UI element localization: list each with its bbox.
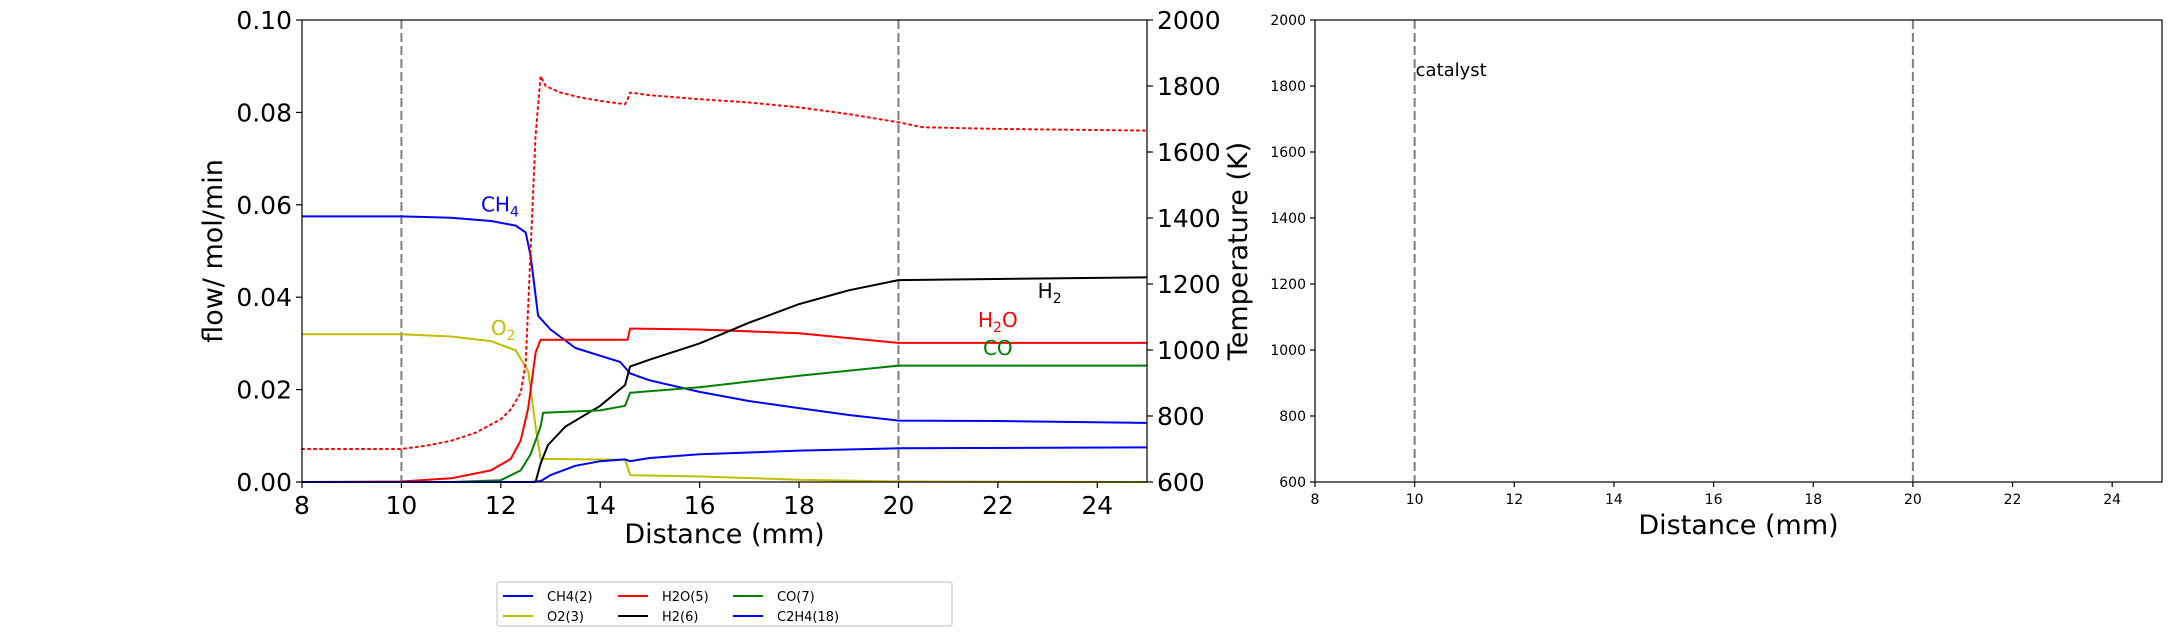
x-tick-label: 10 (386, 491, 418, 520)
series-line-h2o5 (301, 327, 1147, 483)
y-tick-label: 0.00 (236, 468, 292, 497)
x-tick-label: 12 (1505, 492, 1523, 508)
y-tick-label: 0.02 (236, 376, 292, 405)
y2-tick-label: 1600 (1157, 138, 1221, 167)
x-tick-label: 20 (883, 491, 915, 520)
right-catalyst-lines (1413, 20, 1914, 482)
catalyst-annotation: catalyst (1416, 60, 1487, 81)
legend-label: C2H4(18) (777, 610, 839, 625)
left-x-axis-label: Distance (mm) (624, 519, 824, 550)
right-y-ticks: 600 800 1000 1200 1400 1600 1800 2000 (1270, 13, 1315, 491)
x-tick-label: 22 (982, 491, 1014, 520)
right-x-axis-label: Distance (mm) (1638, 510, 1838, 541)
x-tick-label: 24 (1081, 491, 1113, 520)
y-tick-label: 600 (1279, 475, 1306, 491)
y-tick-label: 0.06 (236, 191, 292, 220)
legend-label: CO(7) (777, 590, 815, 605)
y-tick-label: 1800 (1270, 79, 1306, 95)
left-y-ticks: 0.00 0.02 0.04 0.06 0.08 0.10 (236, 6, 302, 497)
y-tick-label: 1400 (1270, 211, 1306, 227)
y-tick-label: 0.04 (236, 283, 292, 312)
species-annotation: O2 (491, 316, 516, 344)
x-tick-label: 22 (2004, 492, 2022, 508)
y-tick-label: 1600 (1270, 145, 1306, 161)
y-tick-label: 0.10 (236, 6, 292, 35)
y-tick-label: 800 (1279, 409, 1306, 425)
left-catalyst-lines (400, 20, 900, 482)
y2-tick-label: 1000 (1157, 336, 1221, 365)
y-tick-label: 1200 (1270, 277, 1306, 293)
legend-label: H2O(5) (662, 590, 709, 605)
series-line-co7 (302, 364, 1147, 483)
species-annotation: CH4 (481, 193, 519, 221)
species-annotation: H2 (1038, 279, 1062, 307)
left-y2-axis-label: Temperature (K) (1223, 142, 1254, 361)
series-line-o23 (302, 333, 1148, 483)
x-tick-label: 16 (1705, 492, 1723, 508)
x-tick-label: 20 (1904, 492, 1922, 508)
y2-tick-label: 600 (1157, 468, 1205, 497)
x-tick-label: 12 (485, 491, 517, 520)
series-line-ch42 (302, 215, 1148, 424)
y2-tick-label: 800 (1157, 402, 1205, 431)
temperature-chart: catalyst 8 10 12 14 16 18 20 22 24 600 800 1000 120… (1270, 13, 2163, 541)
species-annotation: CO (983, 336, 1013, 360)
series-line-h26 (302, 276, 1148, 483)
x-tick-label: 24 (2103, 492, 2121, 508)
left-series-group (301, 75, 1148, 483)
legend-label: O2(3) (547, 610, 584, 625)
right-x-ticks: 8 10 12 14 16 18 20 22 24 (1311, 482, 2121, 508)
species-annotation: H2O (978, 308, 1018, 336)
left-axes-frame (301, 19, 1148, 483)
y-tick-label: 2000 (1270, 13, 1306, 29)
x-tick-label: 14 (584, 491, 616, 520)
legend-items: CH4(2) O2(3) H2O(5) H2(6) CO(7) C2H4(18) (503, 590, 839, 625)
x-tick-label: 8 (294, 491, 310, 520)
x-tick-label: 8 (1311, 492, 1320, 508)
y2-tick-label: 1400 (1157, 204, 1221, 233)
x-tick-label: 14 (1605, 492, 1623, 508)
y2-tick-label: 2000 (1157, 6, 1221, 35)
left-y-axis-label: flow/ mol/min (198, 159, 229, 343)
left-y2-ticks: 600 800 1000 1200 1400 1600 1800 2000 (1147, 6, 1221, 497)
right-axes-frame (1314, 19, 2163, 483)
series-line-c2h418 (302, 446, 1148, 483)
y2-tick-label: 1800 (1157, 72, 1221, 101)
x-tick-label: 16 (684, 491, 716, 520)
x-tick-label: 18 (783, 491, 815, 520)
legend-label: CH4(2) (547, 590, 593, 605)
legend-label: H2(6) (662, 610, 698, 625)
y-tick-label: 0.08 (236, 98, 292, 127)
y-tick-label: 1000 (1270, 343, 1306, 359)
left-x-ticks: 8 10 12 14 16 18 20 22 24 (294, 482, 1113, 520)
y2-tick-label: 1200 (1157, 270, 1221, 299)
x-tick-label: 18 (1804, 492, 1822, 508)
legend-box (496, 581, 953, 627)
right-annotations: catalyst (1416, 60, 1487, 81)
legend: CH4(2) O2(3) H2O(5) H2(6) CO(7) C2H4(18) (496, 581, 953, 627)
x-tick-label: 10 (1406, 492, 1424, 508)
